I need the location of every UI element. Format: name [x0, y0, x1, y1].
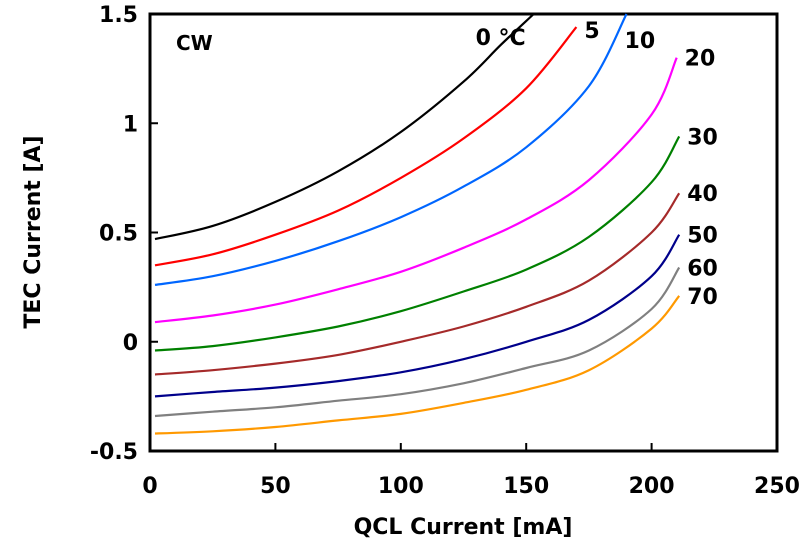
cw-annotation: CW — [176, 31, 213, 55]
x-axis-title: QCL Current [mA] — [354, 515, 573, 540]
series-label-4: 30 — [687, 125, 718, 150]
series-label-2: 10 — [625, 29, 656, 54]
x-tick-label: 50 — [260, 474, 291, 499]
series-line-1 — [154, 26, 578, 267]
y-tick-label: -0.5 — [90, 440, 138, 465]
x-tick-label: 200 — [629, 474, 675, 499]
series-label-8: 70 — [687, 285, 718, 310]
ticks-layer: 0 50 100 150 200 250-0.500.511.5 — [90, 3, 800, 499]
series-labels-layer: 0 °C 5 10 20 30 40 50 60 70 — [476, 19, 718, 310]
series-label-1: 5 — [584, 19, 599, 44]
series-line-0 — [154, 13, 535, 241]
series-layer — [154, 13, 681, 435]
x-tick-label: 250 — [754, 474, 800, 499]
series-line-7 — [154, 266, 681, 418]
series-label-6: 50 — [687, 224, 718, 249]
y-tick-label: 0.5 — [99, 222, 138, 247]
y-tick-label: 0 — [123, 331, 138, 356]
series-line-3 — [154, 57, 678, 324]
series-line-6 — [154, 234, 681, 398]
x-tick-label: 0 — [142, 474, 157, 499]
x-tick-label: 100 — [378, 474, 424, 499]
series-label-7: 60 — [687, 256, 718, 281]
series-label-0: 0 °C — [476, 26, 526, 51]
y-axis-title: TEC Current [A] — [21, 135, 46, 328]
plot-frame — [148, 12, 779, 453]
series-line-2 — [154, 13, 628, 286]
y-tick-label: 1.5 — [99, 3, 138, 28]
series-line-8 — [154, 295, 681, 435]
x-tick-label: 150 — [503, 474, 549, 499]
y-tick-label: 1 — [123, 112, 138, 137]
series-label-5: 40 — [687, 182, 718, 207]
series-line-5 — [154, 192, 681, 376]
series-line-4 — [154, 135, 681, 352]
series-label-3: 20 — [685, 47, 716, 72]
